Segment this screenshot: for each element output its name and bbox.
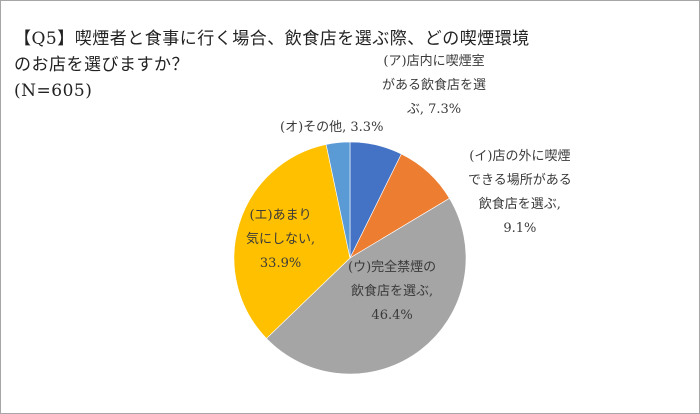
label-e: (エ)あまり 気にしない, 33.9% — [246, 204, 315, 276]
label-i: (イ)店の外に喫煙 できる場所がある 飲食店を選ぶ, 9.1% — [468, 145, 572, 241]
label-a-line: (ア)店内に喫煙室 — [383, 54, 485, 69]
label-i-line: 9.1% — [503, 221, 537, 236]
slice-o — [325, 141, 351, 259]
label-e-line: (エ)あまり — [249, 208, 312, 223]
label-e-line: 33.9% — [259, 256, 302, 271]
label-a-line: がある飲食店を選 — [382, 78, 487, 93]
title-line-1: 【Q5】喫煙者と食事に行く場合、飲食店を選ぶ際、どの喫煙環境 — [14, 29, 530, 49]
slice-e — [233, 144, 351, 339]
sample-size: (N=605) — [14, 81, 93, 101]
label-e-line: 気にしない, — [246, 232, 316, 247]
label-a: (ア)店内に喫煙室 がある飲食店を選 ぶ, 7.3% — [382, 50, 486, 122]
label-u-line: 46.4% — [371, 308, 413, 323]
label-o: (オ)その他, 3.3% — [280, 116, 383, 140]
label-o-line: (オ)その他, 3.3% — [280, 120, 384, 135]
label-i-line: (イ)店の外に喫煙 — [469, 149, 571, 164]
label-i-line: 飲食店を選ぶ, — [478, 197, 561, 212]
label-a-line: ぶ, 7.3% — [406, 102, 462, 117]
label-i-line: できる場所がある — [468, 173, 572, 188]
label-u-line: (ウ)完全禁煙の — [348, 260, 437, 275]
slice-u — [266, 197, 467, 375]
chart-title: 【Q5】喫煙者と食事に行く場合、飲食店を選ぶ際、どの喫煙環境 のお店を選びますか… — [14, 26, 530, 104]
label-u-line: 飲食店を選ぶ, — [351, 284, 434, 299]
title-line-2: のお店を選びますか？ — [14, 55, 189, 75]
label-u: (ウ)完全禁煙の 飲食店を選ぶ, 46.4% — [348, 256, 436, 328]
